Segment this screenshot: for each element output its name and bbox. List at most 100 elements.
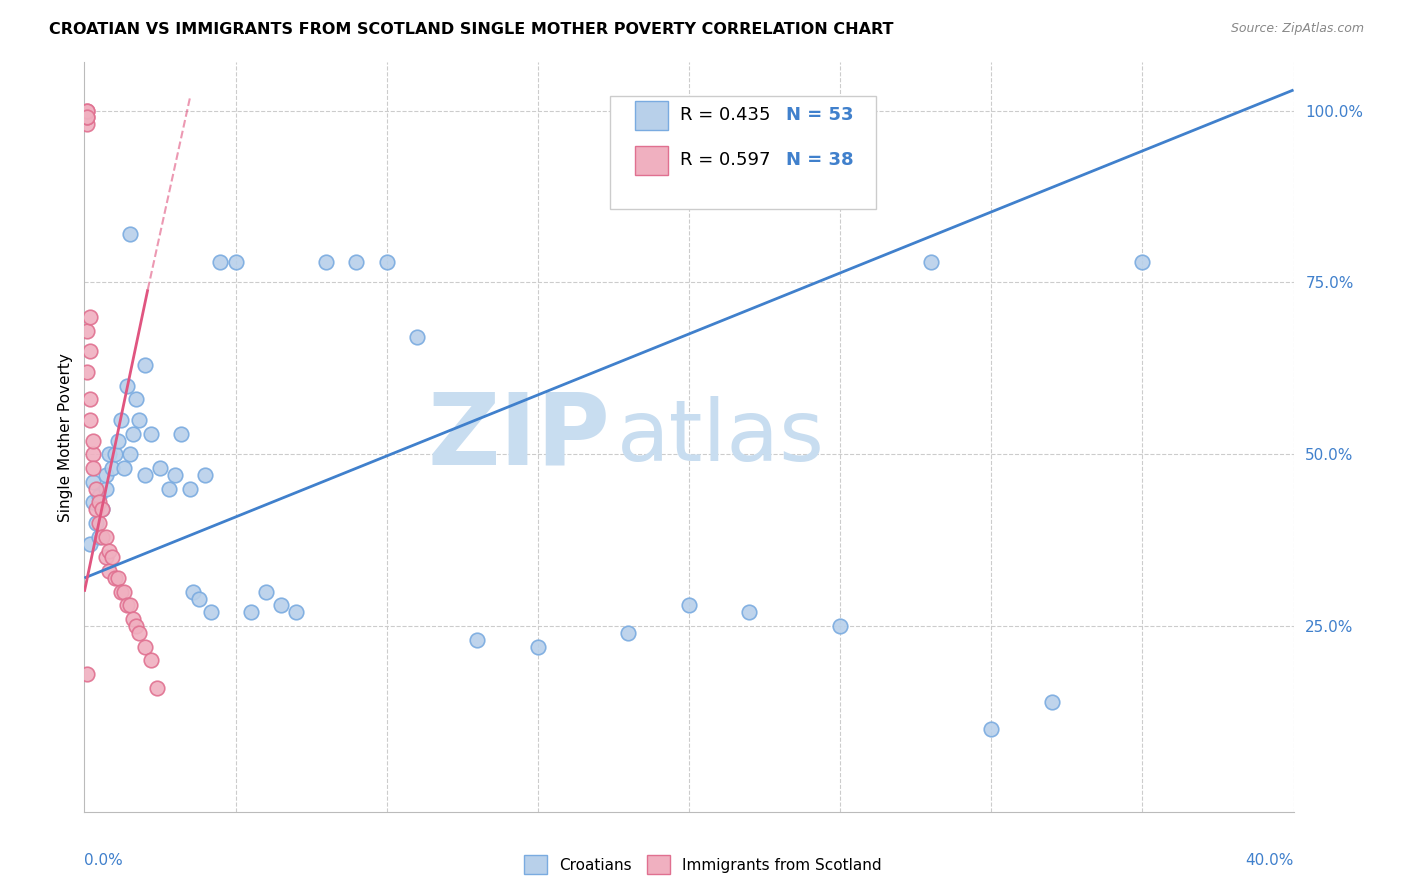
Text: R = 0.597: R = 0.597 [681,151,770,169]
Point [375,254,398,268]
FancyBboxPatch shape [634,146,668,175]
Point [118,599,141,613]
Point [194,467,217,482]
Point [188,591,211,606]
Point [285,606,308,620]
Text: N = 53: N = 53 [786,106,853,124]
Point [76,324,98,338]
Point [89,530,111,544]
Point [118,227,141,242]
Point [315,254,337,268]
Point [1040,695,1063,709]
Point [134,467,156,482]
Point [107,434,129,448]
Point [94,530,117,544]
FancyBboxPatch shape [610,96,876,209]
Point [128,413,150,427]
Point [91,530,114,544]
Point [980,723,1002,737]
Text: ZIP: ZIP [427,389,610,485]
Point [121,612,143,626]
Point [115,378,138,392]
Point [100,461,122,475]
Point [110,413,132,427]
Point [270,599,292,613]
Point [76,365,98,379]
Text: atlas: atlas [616,395,824,479]
Text: Source: ZipAtlas.com: Source: ZipAtlas.com [1230,22,1364,36]
Point [830,619,852,633]
Point [94,482,117,496]
Point [139,653,162,667]
Point [209,254,232,268]
Text: CROATIAN VS IMMIGRANTS FROM SCOTLAND SINGLE MOTHER POVERTY CORRELATION CHART: CROATIAN VS IMMIGRANTS FROM SCOTLAND SIN… [49,22,894,37]
Point [179,482,201,496]
Point [76,103,98,118]
Point [97,564,120,578]
Point [104,447,127,461]
Point [254,584,277,599]
Point [104,571,127,585]
Point [89,495,111,509]
Point [125,619,148,633]
Point [165,467,187,482]
Point [76,667,98,681]
Point [149,461,172,475]
Point [920,254,942,268]
Point [82,434,104,448]
Text: R = 0.435: R = 0.435 [681,106,770,124]
Point [128,626,150,640]
Point [225,254,247,268]
Point [100,550,122,565]
Point [467,632,489,647]
Point [617,626,640,640]
Point [125,392,148,407]
Point [134,640,156,654]
Point [239,606,262,620]
Point [181,584,204,599]
Point [97,447,120,461]
Point [76,103,98,118]
Point [139,426,162,441]
Point [82,495,104,509]
Point [678,599,700,613]
Point [115,599,138,613]
Point [86,516,108,530]
Point [79,344,101,359]
Point [86,502,108,516]
Point [146,681,169,695]
FancyBboxPatch shape [634,102,668,130]
Point [134,358,156,372]
Point [112,584,135,599]
Point [82,475,104,489]
Point [82,461,104,475]
Point [112,461,135,475]
Point [406,330,429,344]
Point [738,606,761,620]
Text: N = 38: N = 38 [786,151,853,169]
Point [346,254,368,268]
Point [94,467,117,482]
Point [89,489,111,503]
Point [79,310,101,324]
Point [110,584,132,599]
Text: 40.0%: 40.0% [1246,853,1294,868]
Point [94,550,117,565]
Point [157,482,180,496]
Point [91,502,114,516]
Point [91,502,114,516]
Point [79,392,101,407]
Legend: Croatians, Immigrants from Scotland: Croatians, Immigrants from Scotland [517,849,889,880]
Point [79,536,101,550]
Y-axis label: Single Mother Poverty: Single Mother Poverty [58,352,73,522]
Point [76,117,98,131]
Point [89,516,111,530]
Point [82,447,104,461]
Point [79,413,101,427]
Point [170,426,193,441]
Point [76,111,98,125]
Point [118,447,141,461]
Point [97,543,120,558]
Point [527,640,550,654]
Point [76,111,98,125]
